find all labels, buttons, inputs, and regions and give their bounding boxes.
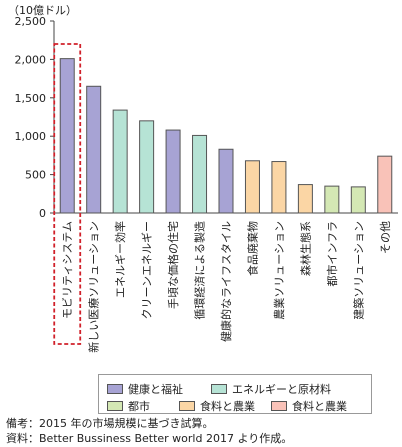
y-tick-label: 1,500 bbox=[15, 92, 47, 105]
note-source: 資料：Better Bussiness Better world 2017 より… bbox=[6, 432, 293, 445]
legend-swatch bbox=[179, 401, 195, 411]
x-tick-label: その他 bbox=[379, 221, 392, 254]
x-tick-label: 食品廃棄物 bbox=[245, 221, 259, 276]
bar bbox=[271, 161, 287, 214]
bar bbox=[112, 109, 128, 214]
legend-swatch bbox=[107, 401, 123, 411]
legend-label: 食料と農業 bbox=[292, 400, 347, 413]
bar bbox=[59, 58, 75, 214]
x-tick-label: エネルギー効率 bbox=[113, 221, 127, 298]
y-tick-label: 500 bbox=[25, 169, 46, 182]
y-tick-label: 0 bbox=[39, 207, 46, 220]
bar bbox=[192, 134, 208, 214]
y-tick-label: 2,500 bbox=[15, 15, 47, 28]
bars bbox=[53, 43, 393, 345]
legend-item-food: 食料と農業 bbox=[179, 398, 255, 414]
note-remarks: 備考：2015 年の市場規模に基づき試算。 bbox=[6, 417, 214, 430]
legend-item-food-2: 食料と農業 bbox=[271, 398, 347, 414]
legend: 健康と福祉 エネルギーと原材料 都市 食料と農業 食料と農業 bbox=[98, 374, 372, 414]
legend-label: 都市 bbox=[128, 400, 150, 413]
legend-swatch bbox=[271, 401, 287, 411]
legend-label: 健康と福祉 bbox=[128, 383, 183, 396]
x-tick-label: 建築ソリューション bbox=[351, 221, 365, 320]
bar bbox=[86, 85, 102, 214]
legend-label: エネルギーと原材料 bbox=[232, 383, 331, 396]
bar bbox=[377, 155, 393, 214]
legend-item-health: 健康と福祉 bbox=[107, 381, 183, 397]
bar bbox=[139, 120, 155, 214]
bar bbox=[297, 184, 313, 214]
legend-label: 食料と農業 bbox=[200, 400, 255, 413]
highlight-frame bbox=[53, 43, 82, 345]
x-tick-label: 手頃な価格の住宅 bbox=[166, 221, 180, 309]
notes: 備考：2015 年の市場規模に基づき試算。 資料：Better Bussines… bbox=[6, 416, 292, 446]
x-tick-label: 新しい医療ソリューション bbox=[87, 221, 101, 353]
y-axis-unit-label: （10億ドル） bbox=[8, 4, 77, 17]
bar bbox=[350, 186, 366, 214]
x-tick-label: 循環経済による製造 bbox=[193, 221, 207, 320]
x-axis-labels: モビリティシステム 新しい医療ソリューション エネルギー効率 クリーンエネルギー 手頃な… bbox=[61, 221, 392, 353]
bar bbox=[218, 148, 234, 214]
legend-swatch bbox=[211, 384, 227, 394]
bar bbox=[324, 185, 340, 214]
x-tick-label: モビリティシステム bbox=[61, 221, 74, 319]
x-tick-label: 都市インフラ bbox=[325, 221, 339, 287]
x-tick-label: 森林生態系 bbox=[298, 221, 312, 276]
x-tick-label: 農業ソリューション bbox=[272, 221, 286, 320]
bar bbox=[244, 160, 260, 214]
legend-item-energy: エネルギーと原材料 bbox=[211, 381, 331, 397]
bar bbox=[165, 129, 181, 214]
legend-swatch bbox=[107, 384, 123, 394]
x-tick-label: 健康的なライフスタイル bbox=[219, 221, 233, 342]
bar-chart: （10億ドル） 0 500 1,000 1,500 2,000 2,500 モビリティシス… bbox=[8, 4, 398, 353]
x-tick-label: クリーンエネルギー bbox=[141, 221, 154, 319]
legend-item-cities: 都市 bbox=[107, 398, 150, 414]
y-tick-label: 2,000 bbox=[15, 53, 47, 66]
y-tick-label: 1,000 bbox=[15, 130, 47, 143]
